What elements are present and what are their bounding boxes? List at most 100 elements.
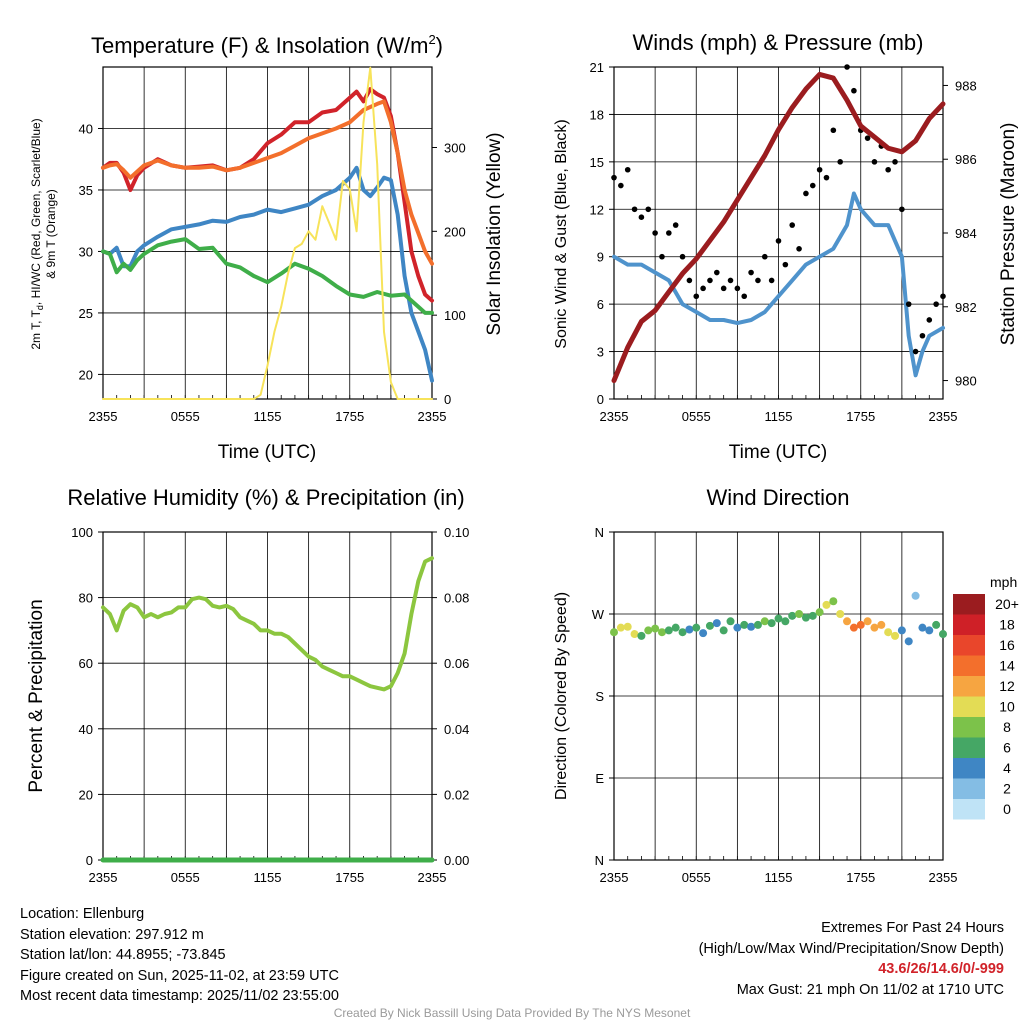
direction-point: [616, 623, 625, 632]
colorbar-swatch: [953, 696, 985, 717]
series-td: [101, 237, 434, 315]
y2-tick-label: 0: [444, 392, 451, 407]
wind-ylabel-right: Station Pressure (Maroon): [998, 123, 1019, 346]
gust-point: [796, 246, 802, 252]
gust-point: [912, 348, 919, 355]
colorbar-label: 4: [1003, 760, 1011, 776]
gust-point: [768, 277, 775, 284]
y2-tick-label: 0.00: [444, 853, 469, 868]
x-tick-label: 1155: [765, 870, 793, 885]
series-hi-wc: [101, 165, 434, 383]
series-9m-t: [101, 99, 434, 266]
gust-point: [803, 190, 809, 197]
y2-tick-label: 982: [955, 300, 977, 315]
direction-point: [904, 637, 913, 646]
x-tick-label: 2355: [89, 870, 118, 885]
colorbar-label: 12: [999, 678, 1015, 694]
gust-point: [761, 253, 768, 260]
direction-point: [753, 620, 762, 629]
direction-point: [760, 617, 769, 626]
x-tick-label: 0555: [171, 870, 200, 885]
colorbar-swatch: [953, 758, 985, 779]
colorbar-label: 16: [999, 637, 1015, 653]
colorbar-label: 6: [1003, 740, 1011, 756]
direction-point: [610, 628, 618, 637]
gust-point: [919, 332, 926, 339]
y2-tick-label: 0.02: [444, 787, 469, 802]
rh-ylabel-left: Percent & Precipitation: [26, 599, 47, 792]
gust-point: [871, 159, 878, 165]
colorbar-label: 2: [1003, 781, 1011, 797]
location-text: Location: Ellenburg: [20, 906, 145, 922]
direction-point: [925, 626, 934, 635]
wind-ylabel-left: Sonic Wind & Gust (Blue, Black): [553, 119, 570, 348]
direction-point: [849, 623, 858, 632]
y-tick-label: 20: [79, 787, 93, 802]
y-tick-label: 30: [79, 244, 93, 259]
speed-colorbar: mph 20+ 18 16 14 12 10 8 6 4 2 0: [953, 574, 1019, 820]
temp-ylabel-right: Solar Insolation (Yellow): [484, 132, 505, 335]
y2-tick-label: 980: [955, 374, 977, 389]
series-solar-insolation: [102, 66, 433, 400]
temp-title: Temperature (F) & Insolation (W/m2): [91, 32, 443, 58]
gust-point: [686, 277, 693, 284]
y2-tick-label: 0.08: [444, 591, 469, 606]
y-tick-label: S: [595, 689, 604, 704]
series-sonic-wind: [612, 191, 945, 378]
extremes-legend: (High/Low/Max Wind/Precipitation/Snow De…: [698, 940, 1004, 957]
gust-point: [672, 222, 679, 228]
gust-point: [638, 214, 645, 220]
wind-xlabel: Time (UTC): [729, 442, 828, 463]
gust-point: [693, 293, 700, 300]
colorbar-swatch: [953, 676, 985, 697]
dir-title: Wind Direction: [706, 485, 849, 510]
direction-point: [692, 623, 701, 632]
elevation-text: Station elevation: 297.912 m: [20, 926, 204, 943]
y-tick-label: 60: [79, 656, 93, 671]
panel-2: 2355 0555 1155 1755 2355 0 20 40 60 80 100 0.00 0.02…: [71, 525, 469, 885]
y2-tick-label: 0.10: [444, 525, 469, 540]
x-tick-label: 1155: [765, 409, 793, 424]
direction-point: [767, 619, 776, 628]
recent-text: Most recent data timestamp: 2025/11/02 2…: [20, 988, 339, 1004]
series-gust: [611, 64, 946, 355]
y-tick-label: 80: [79, 591, 93, 606]
direction-point: [884, 628, 893, 637]
y2-tick-label: 984: [955, 226, 977, 241]
wind-title: Winds (mph) & Pressure (mb): [633, 30, 924, 55]
gust-point: [624, 166, 631, 173]
direction-point: [637, 631, 646, 640]
direction-point: [630, 630, 639, 639]
direction-point: [815, 608, 824, 617]
gust-point: [645, 206, 652, 213]
colorbar-label: 14: [999, 658, 1015, 674]
extremes-info: Extremes For Past 24 Hours (High/Low/Max…: [699, 918, 1004, 1000]
colorbar-swatch: [953, 799, 985, 820]
max-gust-text: Max Gust: 21 mph On 11/02 at 1710 UTC: [736, 981, 1004, 998]
x-tick-label: 2355: [418, 870, 447, 885]
direction-point: [705, 621, 714, 630]
direction-point: [740, 620, 749, 629]
y-tick-label: E: [595, 771, 604, 786]
x-tick-label: 1755: [846, 409, 875, 424]
y-tick-label: 12: [590, 202, 604, 217]
colorbar-swatch: [953, 635, 985, 656]
gust-point: [748, 269, 754, 276]
series-station-pressure: [611, 71, 946, 384]
colorbar-title: mph: [990, 574, 1017, 590]
latlon-text: Station lat/lon: 44.8955; -73.845: [20, 947, 226, 963]
colorbar-swatch: [953, 614, 985, 635]
direction-point: [829, 597, 838, 606]
gust-point: [816, 166, 823, 173]
direction-point: [918, 623, 927, 632]
colorbar-label: 8: [1003, 719, 1011, 735]
direction-point: [657, 628, 666, 637]
y2-tick-label: 100: [444, 308, 466, 323]
gust-point: [864, 135, 871, 141]
y-tick-label: 100: [71, 525, 93, 540]
panel-1: 2355 0555 1155 1755 2355 0 3 6 9 12 15 18 21 980 982 98…: [590, 60, 977, 424]
y-tick-label: 35: [79, 183, 93, 198]
direction-point: [644, 626, 653, 635]
extremes-values: 43.6/26/14.6/0/-999: [878, 961, 1004, 977]
